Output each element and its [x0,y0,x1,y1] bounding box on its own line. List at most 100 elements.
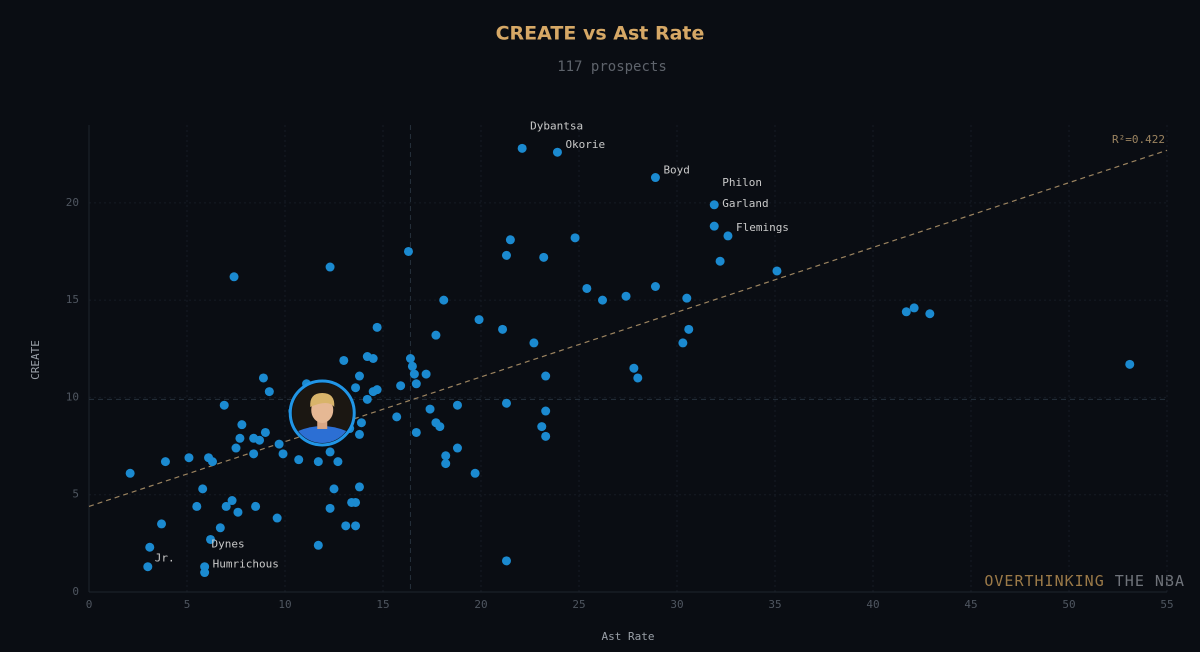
point [541,406,551,416]
x-tick-label: 35 [768,598,781,611]
x-tick-label: 10 [278,598,291,611]
point [325,262,335,272]
point [537,422,547,432]
point [501,250,511,260]
point-label: Dynes [212,537,245,550]
point [405,354,415,363]
point [425,404,435,414]
point [227,496,237,506]
point [582,283,592,293]
point [260,427,270,437]
point [772,266,782,276]
point [529,338,539,348]
point [539,252,549,262]
point [184,453,194,463]
x-tick-label: 0 [86,598,93,611]
photo-ring [288,379,356,447]
x-tick-label: 45 [964,598,977,611]
point [682,293,692,303]
point [435,422,445,432]
x-tick-label: 5 [184,598,191,611]
point [470,468,480,478]
point [215,523,225,533]
neck [317,418,328,429]
point [325,447,335,457]
point [541,371,551,381]
point-label: Garland [722,197,768,210]
point [452,443,462,453]
y-tick-label: 5 [72,488,79,501]
point [356,418,366,428]
point [421,369,431,379]
trendline [88,149,1168,507]
point [160,457,170,467]
point [233,507,243,517]
jersey [294,425,351,443]
x-tick-label: 55 [1160,598,1173,611]
point [901,307,911,317]
point [372,385,382,395]
point [709,200,719,210]
y-tick-label: 10 [66,390,79,403]
point [633,373,643,383]
point [143,562,153,572]
x-tick-label: 25 [572,598,585,611]
point [441,451,451,461]
point [372,322,382,332]
point [351,383,361,393]
point [441,459,451,469]
point [517,143,527,153]
x-tick-label: 30 [670,598,683,611]
point [925,309,935,319]
point [501,556,511,566]
point [396,381,406,391]
point [198,484,208,494]
point [258,373,268,383]
point [351,497,361,507]
x-tick-label: 50 [1062,598,1075,611]
point [157,519,167,529]
point [541,431,551,441]
point [570,233,580,243]
point [333,457,343,467]
point [192,501,202,511]
point [249,449,259,459]
point-label: Philon [722,176,762,189]
point [200,568,210,578]
point [341,521,351,531]
point [221,501,231,511]
point [650,282,660,292]
point [354,429,364,439]
point [452,400,462,410]
point [313,457,323,467]
point [629,363,639,373]
point [909,303,919,313]
point [650,173,660,183]
point [354,482,364,492]
point [313,540,323,550]
point [439,295,449,305]
point [505,235,515,245]
point [229,272,239,282]
point-label: Flemings [736,221,789,234]
point [392,412,402,422]
point [715,256,725,266]
point [598,295,608,305]
chart-title: CREATE vs Ast Rate [496,23,705,45]
y-tick-label: 0 [72,585,79,598]
point-label: Boyd [663,164,690,177]
point [125,468,135,478]
point [145,542,155,552]
point [294,455,304,465]
point [278,449,288,459]
point [1125,359,1135,369]
point [684,324,694,334]
point [325,503,335,513]
point [501,398,511,408]
point [237,420,247,430]
point [709,221,719,231]
point [354,371,364,381]
x-tick-label: 20 [474,598,487,611]
point-label: Okorie [565,138,605,151]
